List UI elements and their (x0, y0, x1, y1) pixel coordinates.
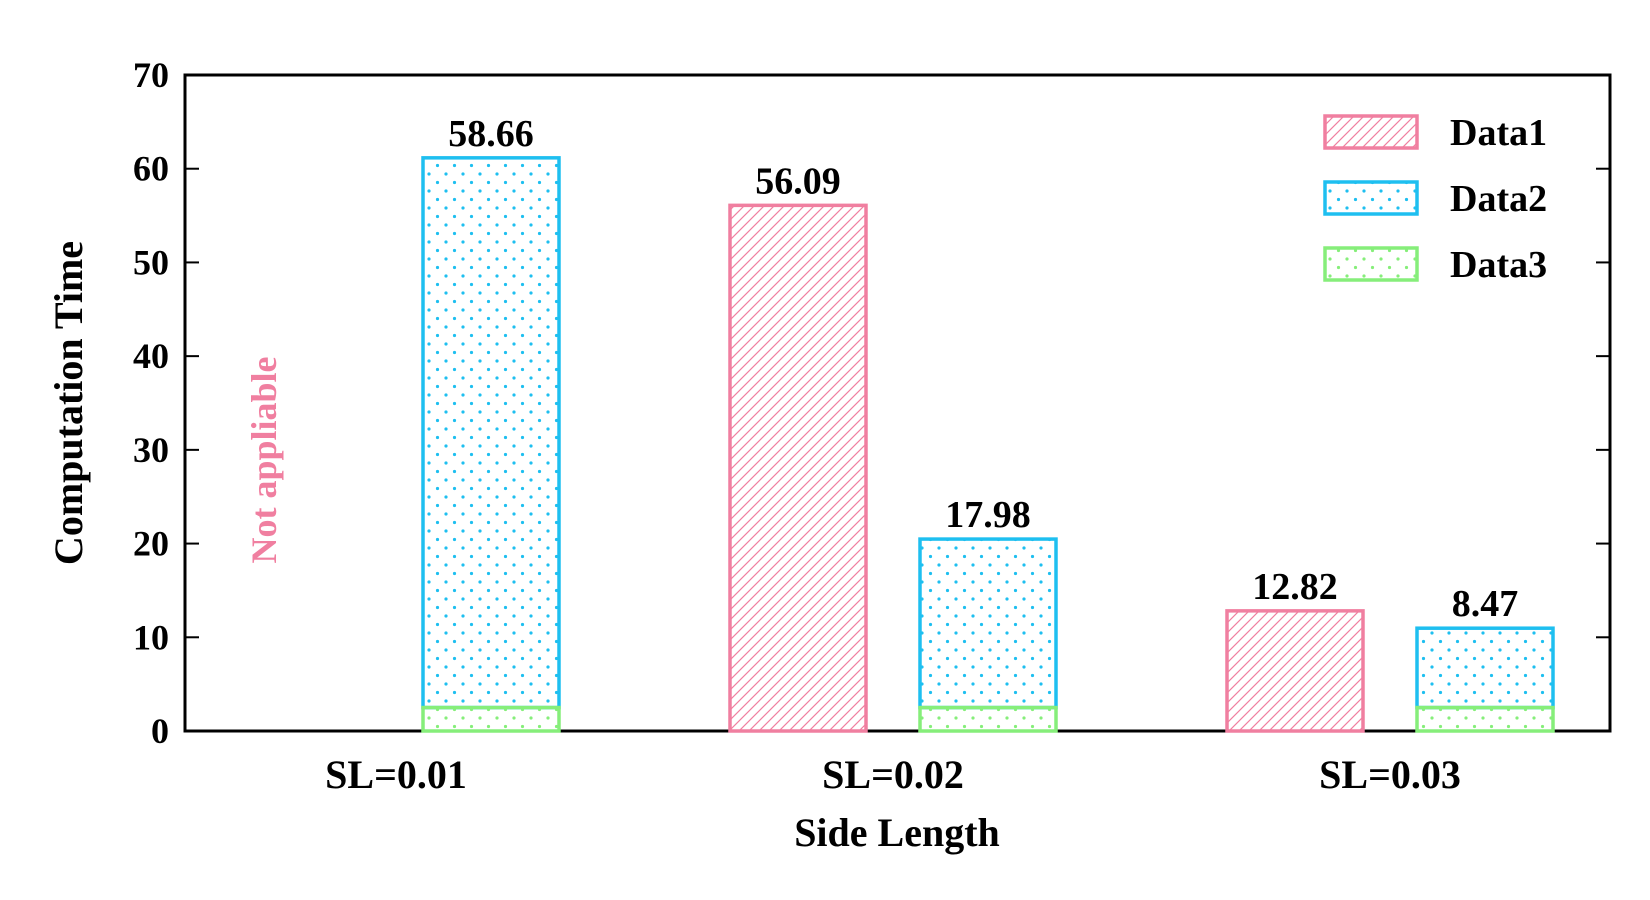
y-tick-label: 10 (133, 617, 169, 657)
y-tick-label: 20 (133, 524, 169, 564)
bars-group (421, 156, 1555, 733)
data-labels-group: 58.66 56.09 17.98 12.82 8.47 (448, 113, 1518, 625)
bar-data2-2 (1415, 626, 1555, 710)
x-tick-label: SL=0.02 (822, 752, 964, 797)
bar-data3-0 (421, 705, 561, 733)
y-tick-label: 40 (133, 336, 169, 376)
legend-label: Data3 (1450, 244, 1547, 286)
x-axis-title: Side Length (794, 810, 1000, 855)
y-axis: 0 10 20 30 40 50 60 70 (133, 55, 1610, 751)
legend: Data1 Data2 Data3 (1323, 112, 1547, 286)
x-axis: SL=0.01 SL=0.02 SL=0.03 (325, 752, 1461, 797)
bar-data3-2 (1415, 705, 1555, 733)
plot-frame (183, 73, 1612, 733)
data-label: 12.82 (1252, 566, 1338, 608)
legend-swatch-data2 (1323, 180, 1419, 216)
bar-data3-1 (918, 705, 1058, 733)
legend-swatch-data3 (1323, 246, 1419, 282)
bar-data1-1 (728, 203, 868, 733)
y-tick-label: 50 (133, 242, 169, 282)
legend-swatch-data1 (1323, 114, 1419, 150)
bar-data1-2 (1225, 609, 1365, 733)
bar-data2-1 (918, 537, 1058, 710)
bar-data2-0 (421, 156, 561, 710)
data-label: 56.09 (755, 160, 841, 202)
legend-label: Data2 (1450, 178, 1547, 220)
data-label: 17.98 (945, 494, 1031, 536)
data-label: 58.66 (448, 113, 534, 155)
y-tick-label: 70 (133, 55, 169, 95)
y-tick-label: 60 (133, 149, 169, 189)
not-appliable-annotation: Not appliable (244, 356, 284, 563)
y-tick-label: 30 (133, 430, 169, 470)
y-axis-title: Computation Time (46, 241, 91, 565)
legend-label: Data1 (1450, 112, 1547, 154)
y-tick-label: 0 (151, 711, 169, 751)
x-tick-label: SL=0.01 (325, 752, 467, 797)
x-tick-label: SL=0.03 (1319, 752, 1461, 797)
plot-area (183, 73, 1612, 733)
data-label: 8.47 (1452, 583, 1519, 625)
